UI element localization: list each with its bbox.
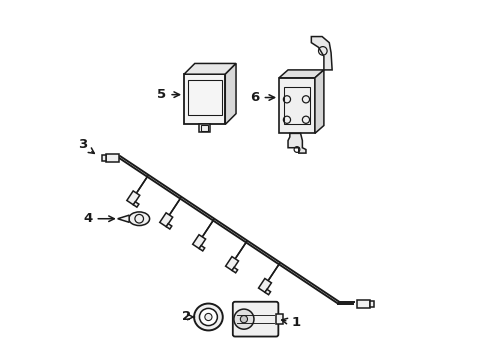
Text: 4: 4 bbox=[83, 212, 114, 225]
Bar bbox=[279, 78, 315, 134]
Bar bbox=[188, 80, 221, 116]
Text: 1: 1 bbox=[282, 316, 300, 329]
Bar bbox=[106, 154, 119, 162]
Bar bbox=[133, 202, 139, 207]
Circle shape bbox=[205, 314, 212, 320]
Bar bbox=[193, 235, 206, 249]
Bar bbox=[201, 126, 208, 131]
Bar bbox=[285, 87, 310, 125]
Text: 6: 6 bbox=[250, 91, 274, 104]
Bar bbox=[199, 125, 210, 132]
Polygon shape bbox=[225, 63, 236, 125]
Bar bbox=[357, 300, 370, 308]
Text: 2: 2 bbox=[182, 310, 195, 324]
Ellipse shape bbox=[199, 309, 218, 325]
Bar bbox=[225, 257, 239, 270]
Polygon shape bbox=[311, 37, 332, 70]
Ellipse shape bbox=[129, 212, 149, 226]
Polygon shape bbox=[315, 70, 324, 134]
Polygon shape bbox=[288, 134, 306, 153]
Bar bbox=[232, 267, 238, 273]
Text: 3: 3 bbox=[77, 138, 94, 153]
FancyBboxPatch shape bbox=[233, 302, 278, 337]
Circle shape bbox=[234, 309, 254, 329]
Bar bbox=[370, 301, 374, 307]
Circle shape bbox=[240, 316, 247, 323]
Bar bbox=[276, 314, 283, 324]
Bar bbox=[259, 279, 271, 292]
Bar bbox=[265, 289, 270, 295]
Bar bbox=[166, 224, 172, 229]
Bar bbox=[127, 191, 140, 205]
Polygon shape bbox=[184, 63, 236, 74]
Ellipse shape bbox=[194, 303, 223, 330]
Polygon shape bbox=[279, 70, 324, 78]
Bar bbox=[101, 154, 106, 161]
Bar bbox=[184, 74, 225, 125]
Text: 5: 5 bbox=[157, 88, 179, 101]
Polygon shape bbox=[118, 215, 129, 222]
Bar bbox=[199, 246, 205, 251]
Bar bbox=[160, 213, 172, 227]
